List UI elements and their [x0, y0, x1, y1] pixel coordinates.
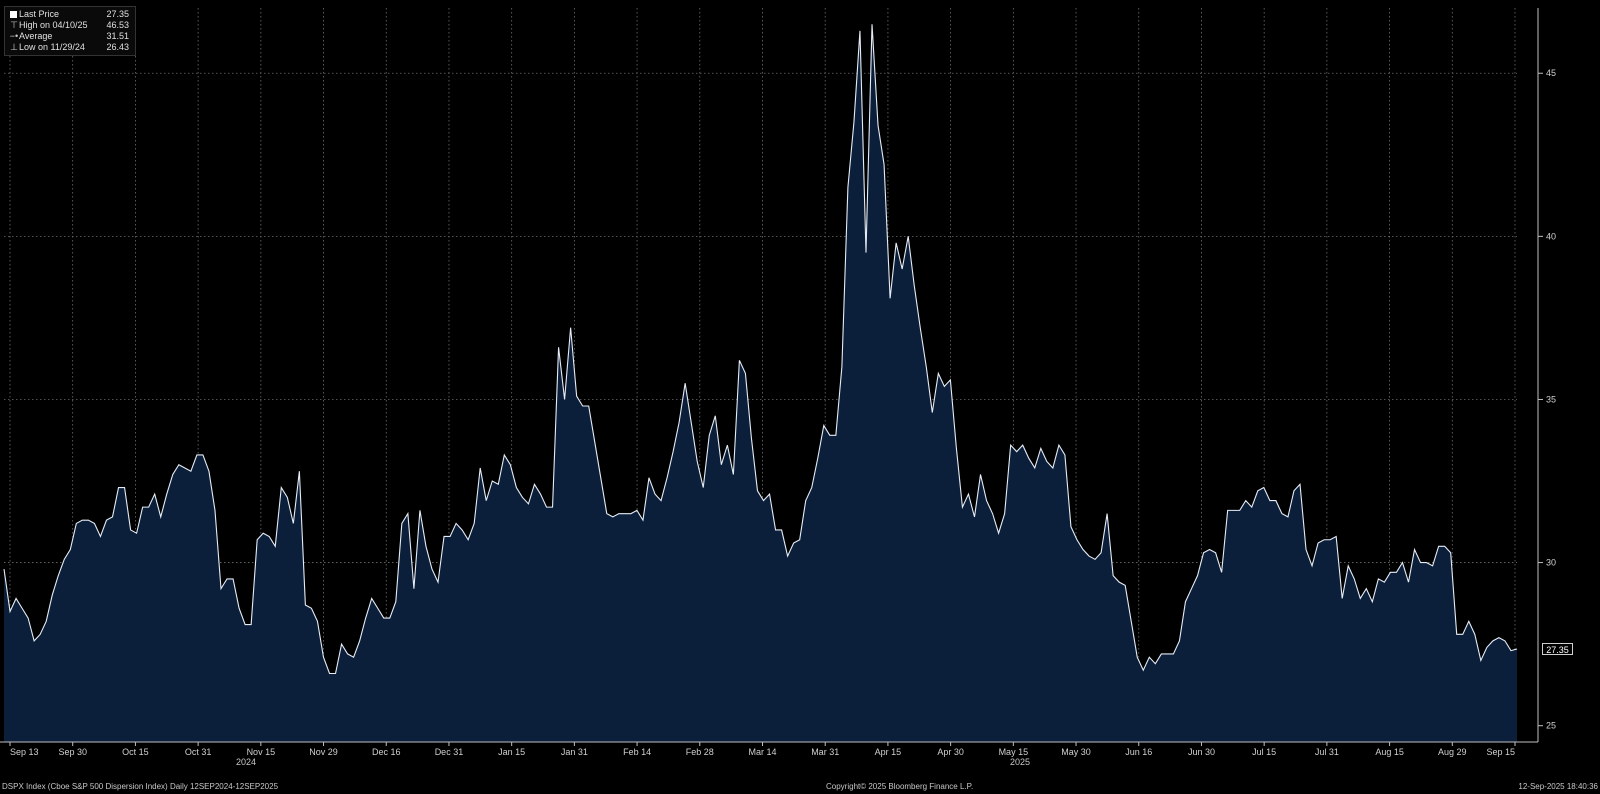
x-tick-label: Jan 15	[498, 747, 525, 757]
x-tick-label: Nov 29	[309, 747, 338, 757]
x-tick-label: Mar 31	[811, 747, 839, 757]
year-label-2025: 2025	[1010, 757, 1031, 767]
x-axis-ticks: Sep 13 Sep 30 Oct 15 Oct 31 Nov 15 Nov 29 Dec …	[9, 742, 1516, 757]
legend-value: 27.35	[106, 9, 129, 19]
x-tick-label: Aug 29	[1438, 747, 1467, 757]
high-marker-icon: ⊤	[10, 20, 18, 30]
x-tick-label: Mar 14	[748, 747, 776, 757]
y-tick-label: 30	[1546, 558, 1556, 568]
x-tick-label: Feb 28	[686, 747, 714, 757]
x-tick-label: Apr 30	[937, 747, 964, 757]
legend-item-high: ⊤ High on 04/10/25 46.53	[9, 20, 129, 31]
legend-item-last-price: Last Price 27.35	[9, 9, 129, 20]
x-tick-label: Jul 15	[1252, 747, 1276, 757]
footer-security-info: DSPX Index (Cboe S&P 500 Dispersion Inde…	[2, 782, 279, 791]
chart-legend: Last Price 27.35 ⊤ High on 04/10/25 46.5…	[4, 6, 136, 56]
x-tick-label: Oct 31	[185, 747, 212, 757]
x-tick-label: Sep 30	[58, 747, 87, 757]
legend-label: Average	[19, 31, 53, 41]
x-tick-label: May 15	[999, 747, 1029, 757]
series-line	[3, 24, 1518, 675]
x-tick-label: Sep 13	[10, 747, 39, 757]
legend-item-low: ⊥ Low on 11/29/24 26.43	[9, 42, 129, 53]
x-tick-label: Oct 15	[122, 747, 149, 757]
x-tick-label: Nov 15	[247, 747, 276, 757]
x-tick-label: Apr 15	[875, 747, 902, 757]
x-tick-label: Feb 14	[623, 747, 651, 757]
x-tick-label: Dec 31	[435, 747, 464, 757]
x-tick-label: Sep 15	[1486, 747, 1515, 757]
last-price-label: 27.35	[1542, 643, 1573, 656]
average-marker-icon: −•	[9, 31, 19, 41]
y-tick-label: 25	[1546, 721, 1556, 731]
y-axis-ticks: 25 30 35 40 45	[1538, 68, 1556, 731]
x-tick-label: Jun 30	[1188, 747, 1215, 757]
legend-value: 26.43	[106, 42, 129, 52]
y-tick-label: 45	[1546, 68, 1556, 78]
x-tick-label: Aug 15	[1375, 747, 1404, 757]
legend-label: Last Price	[19, 9, 60, 19]
x-tick-label: Jan 31	[561, 747, 588, 757]
last-price-swatch-icon	[10, 11, 17, 18]
footer-copyright: Copyright© 2025 Bloomberg Finance L.P.	[826, 782, 974, 791]
x-tick-label: Jun 16	[1125, 747, 1152, 757]
legend-value: 46.53	[106, 20, 129, 30]
x-tick-label: Dec 16	[372, 747, 401, 757]
footer-timestamp: 12-Sep-2025 18:40:36	[1518, 782, 1598, 791]
low-marker-icon: ⊥	[10, 42, 18, 52]
series-area	[4, 24, 1517, 743]
y-tick-label: 35	[1546, 394, 1556, 404]
year-label-2024: 2024	[236, 757, 257, 767]
legend-item-average: −• Average 31.51	[9, 31, 129, 42]
y-tick-label: 40	[1546, 231, 1556, 241]
legend-value: 31.51	[106, 31, 129, 41]
legend-label: Low on 11/29/24	[19, 42, 85, 52]
x-tick-label: May 30	[1061, 747, 1091, 757]
legend-label: High on 04/10/25	[19, 20, 88, 30]
x-tick-label: Jul 31	[1315, 747, 1339, 757]
